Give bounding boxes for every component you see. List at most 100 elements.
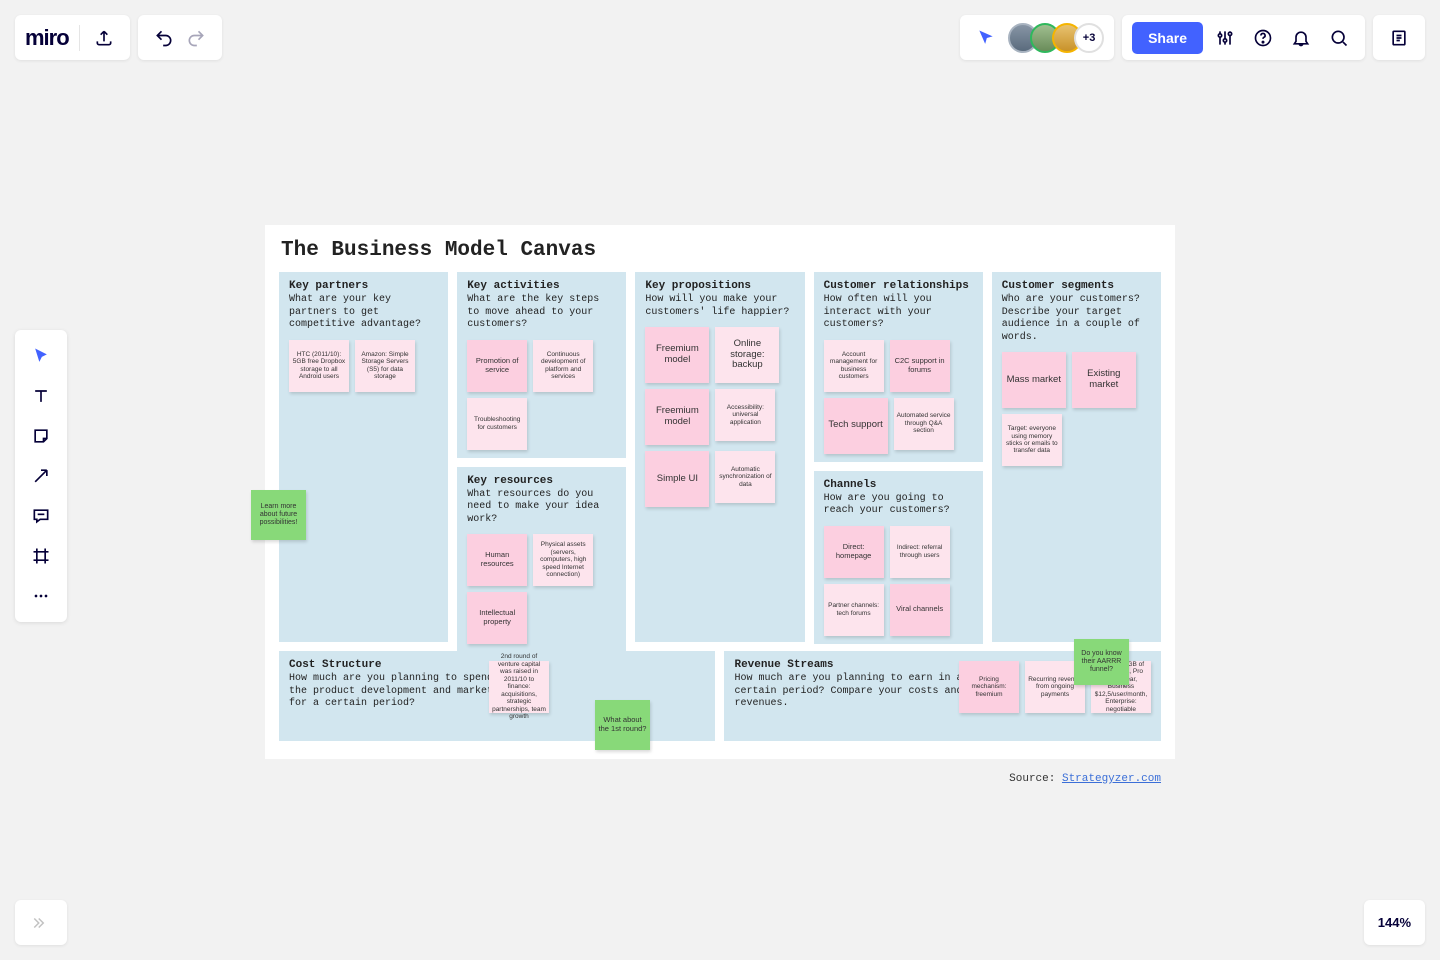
sticky-note[interactable]: Continuous development of platform and s… [533, 340, 593, 392]
export-icon[interactable] [88, 22, 120, 54]
sticky-note[interactable]: Freemium model [645, 389, 709, 445]
sticky-learn-more[interactable]: Learn more about future possibilities! [251, 490, 306, 540]
app-logo[interactable]: miro [25, 25, 80, 51]
top-bar: miro +3 Share [15, 15, 1425, 60]
frame-tool[interactable] [21, 536, 61, 576]
notes: 2nd round of venture capital was raised … [489, 661, 549, 713]
sticky-note[interactable]: Human resources [467, 534, 527, 586]
block-key-partners[interactable]: Key partners What are your key partners … [279, 272, 448, 642]
select-tool[interactable] [21, 336, 61, 376]
block-channels[interactable]: Channels How are you going to reach your… [814, 471, 983, 644]
source-attribution: Source: Strategyzer.com [1009, 773, 1161, 785]
sticky-aarrr[interactable]: Do you know their AARRR funnel? [1074, 639, 1129, 685]
sticky-what-about[interactable]: What about the 1st round? [595, 700, 650, 750]
help-icon[interactable] [1247, 22, 1279, 54]
canvas-frame[interactable]: The Business Model Canvas Key partners W… [265, 225, 1175, 759]
block-key-resources[interactable]: Key resources What resources do you need… [457, 467, 626, 653]
sticky-note[interactable]: Mass market [1002, 352, 1066, 408]
sticky-note[interactable]: C2C support in forums [890, 340, 950, 392]
block-desc: How often will you interact with your cu… [824, 294, 973, 332]
sticky-note[interactable]: Intellectual property [467, 592, 527, 644]
sticky-note[interactable]: Promotion of service [467, 340, 527, 392]
notes: Freemium modelOnline storage: backupFree… [645, 327, 794, 507]
sticky-note[interactable]: Automated service through Q&A section [894, 398, 954, 450]
block-desc: How are you going to reach your customer… [824, 493, 973, 518]
sticky-note[interactable]: Online storage: backup [715, 327, 779, 383]
redo-icon[interactable] [180, 22, 212, 54]
arrow-tool[interactable] [21, 456, 61, 496]
notes: Promotion of serviceContinuous developme… [467, 340, 616, 450]
block-title: Key resources [467, 475, 616, 487]
topbar-left: miro [15, 15, 222, 60]
sticky-note[interactable]: Troubleshooting for customers [467, 398, 527, 450]
notes: HTC (2011/10): 5GB free Dropbox storage … [289, 340, 438, 392]
collaborators-group: +3 [960, 15, 1114, 60]
sticky-note[interactable]: Automatic synchronization of data [715, 451, 775, 503]
sticky-note[interactable]: Freemium model [645, 327, 709, 383]
sticky-note[interactable]: Account management for business customer… [824, 340, 884, 392]
text-tool[interactable] [21, 376, 61, 416]
sticky-note[interactable]: Partner channels: tech forums [824, 584, 884, 636]
avatar-stack[interactable]: +3 [1008, 23, 1104, 53]
settings-icon[interactable] [1209, 22, 1241, 54]
notes: Direct: homepageIndirect: referral throu… [824, 526, 973, 636]
sticky-note[interactable]: 2nd round of venture capital was raised … [489, 661, 549, 713]
notes: Human resourcesPhysical assets (servers,… [467, 534, 616, 644]
notes: Account management for business customer… [824, 340, 973, 454]
sticky-note[interactable]: Viral channels [890, 584, 950, 636]
sticky-note[interactable]: Accessibility: universal application [715, 389, 775, 441]
block-key-activities[interactable]: Key activities What are the key steps to… [457, 272, 626, 458]
block-desc: How will you make your customers' life h… [645, 294, 794, 319]
block-customer-relationships[interactable]: Customer relationships How often will yo… [814, 272, 983, 462]
bell-icon[interactable] [1285, 22, 1317, 54]
cursor-icon[interactable] [970, 22, 1002, 54]
block-cost-structure[interactable]: Cost Structure How much are you planning… [279, 651, 715, 741]
block-customer-segments[interactable]: Customer segments Who are your customers… [992, 272, 1161, 642]
more-tools[interactable] [21, 576, 61, 616]
bmc-grid: Key partners What are your key partners … [279, 272, 1161, 741]
notes: Mass marketExisting marketTarget: everyo… [1002, 352, 1151, 466]
sticky-note[interactable]: Indirect: referral through users [890, 526, 950, 578]
block-desc: What are your key partners to get compet… [289, 294, 438, 332]
column-relationships-channels: Customer relationships How often will yo… [814, 272, 983, 642]
sticky-note[interactable]: Physical assets (servers, computers, hig… [533, 534, 593, 586]
notes-panel-toggle[interactable] [1373, 15, 1425, 60]
block-title: Customer segments [1002, 280, 1151, 292]
search-icon[interactable] [1323, 22, 1355, 54]
actions-group: Share [1122, 15, 1365, 60]
source-link[interactable]: Strategyzer.com [1062, 773, 1161, 785]
side-toolbar [15, 330, 67, 622]
source-label: Source: [1009, 773, 1062, 785]
canvas-title: The Business Model Canvas [281, 239, 1161, 262]
undo-redo-group [138, 15, 222, 60]
share-button[interactable]: Share [1132, 22, 1203, 54]
logo-group: miro [15, 15, 130, 60]
zoom-level[interactable]: 144% [1364, 900, 1425, 945]
block-title: Key activities [467, 280, 616, 292]
block-desc: Who are your customers? Describe your ta… [1002, 294, 1151, 344]
zoom-value: 144% [1378, 915, 1411, 930]
sticky-note[interactable]: Amazon: Simple Storage Servers (S5) for … [355, 340, 415, 392]
sticky-note[interactable]: Existing market [1072, 352, 1136, 408]
sticky-note[interactable]: Pricing mechanism: freemium [959, 661, 1019, 713]
sticky-note[interactable]: Simple UI [645, 451, 709, 507]
undo-icon[interactable] [148, 22, 180, 54]
block-desc: How much are you planning to earn in a c… [734, 673, 976, 711]
avatar-more[interactable]: +3 [1074, 23, 1104, 53]
block-title: Channels [824, 479, 973, 491]
block-title: Key partners [289, 280, 438, 292]
column-activities-resources: Key activities What are the key steps to… [457, 272, 626, 642]
sticky-note[interactable]: Tech support [824, 398, 888, 454]
sticky-note-tool[interactable] [21, 416, 61, 456]
block-title: Key propositions [645, 280, 794, 292]
comment-tool[interactable] [21, 496, 61, 536]
sticky-note[interactable]: Target: everyone using memory sticks or … [1002, 414, 1062, 466]
document-icon [1383, 22, 1415, 54]
block-title: Customer relationships [824, 280, 973, 292]
block-value-propositions[interactable]: Key propositions How will you make your … [635, 272, 804, 642]
sticky-note[interactable]: Direct: homepage [824, 526, 884, 578]
sticky-note[interactable]: HTC (2011/10): 5GB free Dropbox storage … [289, 340, 349, 392]
block-desc: What resources do you need to make your … [467, 489, 616, 527]
block-desc: What are the key steps to move ahead to … [467, 294, 616, 332]
expand-toolbar[interactable] [15, 900, 67, 945]
